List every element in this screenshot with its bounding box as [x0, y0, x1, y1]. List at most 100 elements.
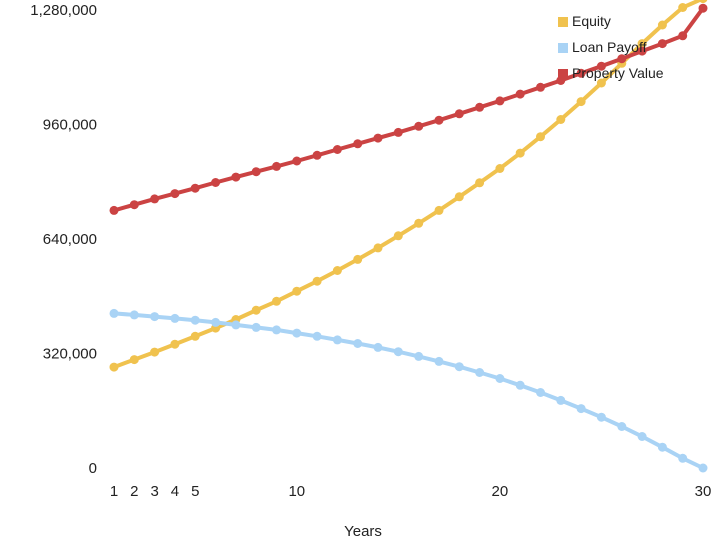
data-point-equity [373, 243, 383, 253]
data-point-property-value [129, 200, 139, 210]
data-point-loan-payoff [698, 463, 708, 473]
legend-swatch [558, 43, 568, 53]
x-tick-label: 30 [695, 483, 712, 500]
data-point-property-value [576, 68, 586, 78]
legend-item-equity: Equity [558, 13, 611, 29]
data-point-property-value [109, 205, 119, 215]
data-point-property-value [475, 102, 485, 112]
data-point-loan-payoff [393, 347, 403, 357]
data-point-property-value [353, 139, 363, 149]
data-point-property-value [678, 31, 688, 41]
y-tick-label: 320,000 [43, 346, 97, 363]
data-point-loan-payoff [678, 453, 688, 463]
data-point-loan-payoff [414, 351, 424, 361]
data-point-property-value [414, 121, 424, 131]
data-point-loan-payoff [251, 322, 261, 332]
x-tick-label: 4 [171, 483, 179, 500]
data-point-equity [596, 78, 606, 88]
data-point-equity [698, 0, 708, 4]
data-point-equity [272, 296, 281, 306]
data-point-equity [353, 254, 363, 264]
data-point-loan-payoff [495, 374, 505, 383]
data-point-equity [556, 115, 566, 124]
x-tick-label: 3 [150, 483, 158, 500]
y-tick-label: 640,000 [43, 231, 97, 248]
data-point-loan-payoff [434, 356, 444, 366]
data-point-loan-payoff [373, 342, 383, 352]
legend-label: Loan Payoff [572, 39, 647, 55]
x-tick-label: 10 [288, 483, 305, 500]
data-point-equity [657, 20, 667, 30]
data-point-equity [475, 178, 485, 188]
data-point-equity [495, 164, 505, 173]
y-axis-ticks: 0 320,000 640,000 960,000 1,280,000 [30, 2, 97, 477]
legend-item-property-value: Property Value [558, 65, 664, 81]
data-point-loan-payoff [312, 331, 322, 341]
x-tick-label: 5 [191, 483, 199, 500]
data-point-equity [251, 305, 261, 315]
data-point-property-value [312, 150, 322, 160]
data-point-property-value [170, 189, 180, 199]
data-point-loan-payoff [576, 404, 586, 414]
data-point-property-value [150, 194, 160, 204]
data-point-equity [454, 192, 464, 202]
data-point-loan-payoff [190, 315, 200, 325]
data-point-property-value [515, 89, 525, 99]
data-point-property-value [393, 127, 403, 137]
data-point-property-value [292, 156, 302, 166]
data-point-loan-payoff [272, 325, 281, 335]
x-tick-label: 2 [130, 483, 138, 500]
data-point-property-value [272, 161, 281, 171]
x-tick-label: 1 [110, 483, 118, 500]
data-point-property-value [332, 145, 342, 154]
data-point-loan-payoff [617, 422, 627, 431]
data-point-loan-payoff [109, 308, 119, 318]
data-point-loan-payoff [231, 320, 241, 330]
legend-swatch [558, 69, 568, 79]
data-point-property-value [536, 82, 545, 92]
x-axis-ticks: 1 2 3 4 5 10 20 30 [110, 483, 712, 500]
data-point-loan-payoff [150, 312, 160, 322]
data-point-property-value [454, 109, 464, 119]
data-point-equity [150, 347, 160, 357]
series-line-equity [112, 0, 705, 370]
data-point-loan-payoff [170, 313, 180, 323]
series-loan-payoff [109, 308, 708, 473]
data-point-equity [637, 39, 647, 49]
data-point-loan-payoff [657, 442, 667, 452]
data-point-loan-payoff [475, 368, 485, 377]
data-point-equity [170, 339, 180, 349]
data-point-loan-payoff [596, 412, 606, 422]
data-point-loan-payoff [129, 310, 139, 320]
data-point-equity [129, 355, 139, 365]
data-point-property-value [637, 46, 647, 56]
x-axis-title: Years [344, 523, 382, 539]
legend-item-loan-payoff: Loan Payoff [558, 39, 647, 55]
data-point-property-value [373, 133, 383, 143]
x-tick-label: 20 [492, 483, 509, 500]
data-point-equity [678, 3, 688, 12]
data-point-property-value [698, 3, 708, 13]
data-point-property-value [596, 61, 606, 71]
data-point-property-value [617, 54, 627, 64]
data-point-loan-payoff [332, 335, 342, 345]
data-point-property-value [251, 167, 261, 177]
legend: Equity Loan Payoff Property Value [558, 13, 664, 81]
data-point-loan-payoff [454, 362, 464, 372]
series-line-loan-payoff [112, 311, 705, 470]
data-point-equity [393, 231, 403, 241]
y-tick-label: 960,000 [43, 117, 97, 134]
data-point-property-value [495, 96, 505, 106]
legend-swatch [558, 17, 568, 27]
data-point-loan-payoff [637, 432, 647, 441]
legend-label: Property Value [572, 65, 664, 81]
data-point-property-value [657, 39, 667, 49]
data-point-loan-payoff [292, 328, 302, 338]
data-point-loan-payoff [211, 317, 221, 327]
data-point-property-value [231, 172, 241, 182]
legend-label: Equity [572, 13, 611, 29]
data-point-equity [434, 205, 444, 215]
series-property-value [109, 3, 708, 215]
